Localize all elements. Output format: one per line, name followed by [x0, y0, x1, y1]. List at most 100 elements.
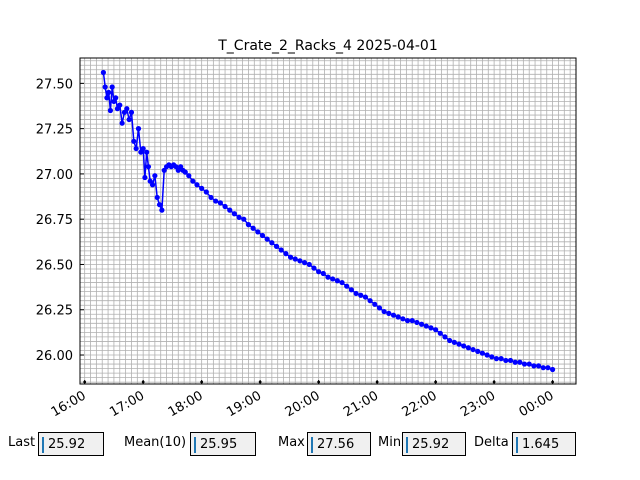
data-point [428, 325, 434, 331]
data-point [109, 84, 115, 90]
data-point [278, 247, 284, 253]
data-point [283, 251, 289, 257]
mean-value-field: 25.95 [190, 432, 256, 456]
data-point [128, 109, 135, 115]
data-point [376, 305, 383, 311]
data-point [302, 260, 308, 266]
data-point [133, 145, 139, 152]
x-tick-dot [434, 380, 438, 384]
data-point [320, 270, 326, 277]
y-tick-label: 27.25 [36, 123, 73, 138]
data-point [124, 106, 130, 112]
data-point [526, 361, 532, 367]
data-point [390, 312, 397, 318]
data-point [227, 207, 233, 213]
min-label: Min [378, 435, 402, 450]
data-point [358, 292, 364, 298]
y-tick-label: 26.00 [36, 349, 73, 364]
data-point [535, 363, 542, 369]
stats-bar: Last 25.92 Mean(10) 25.95 Max 27.56 Min … [0, 432, 640, 458]
y-tick-label: 26.75 [36, 213, 73, 228]
data-point [381, 308, 387, 315]
x-tick-label: 21:00 [341, 388, 381, 420]
data-point [208, 194, 214, 201]
data-point [409, 318, 415, 324]
data-point [367, 298, 373, 304]
x-tick-dot [551, 380, 555, 384]
data-point [531, 363, 537, 369]
x-tick-label: 16:00 [49, 388, 89, 420]
data-point [236, 214, 242, 220]
data-point [339, 279, 345, 286]
data-point [126, 116, 132, 123]
data-point [353, 290, 359, 297]
data-point [517, 359, 523, 365]
data-point [264, 236, 270, 242]
data-point [154, 194, 160, 201]
data-point [190, 178, 196, 184]
x-tick-dot [258, 380, 262, 384]
data-point [255, 229, 261, 235]
x-tick-label: 18:00 [166, 388, 206, 420]
data-point [344, 283, 350, 289]
data-point [418, 321, 425, 327]
data-point [493, 356, 500, 362]
x-tick-label: 20:00 [283, 388, 323, 420]
x-tick-label: 22:00 [400, 388, 440, 420]
data-point [507, 357, 514, 364]
data-point [100, 69, 106, 76]
plot-background [80, 58, 576, 384]
data-point [521, 361, 528, 367]
data-point [475, 348, 481, 354]
data-point [395, 314, 401, 320]
y-tick-label: 27.50 [36, 77, 73, 92]
data-point [503, 357, 509, 364]
data-point [447, 337, 453, 344]
plot-frame [79, 57, 577, 385]
data-point [152, 173, 158, 179]
max-label: Max [278, 435, 305, 450]
data-point [231, 211, 238, 217]
data-point [456, 341, 462, 347]
x-tick-dot [83, 380, 87, 384]
data-point [437, 330, 443, 336]
data-point [287, 254, 294, 260]
x-tick-dot [141, 380, 145, 384]
data-point [140, 145, 146, 152]
data-point [540, 365, 546, 371]
delta-label: Delta [474, 435, 509, 450]
data-point [203, 189, 209, 195]
x-tick-dot [492, 380, 496, 384]
data-point [545, 365, 551, 371]
data-point [273, 243, 280, 249]
data-point [400, 316, 406, 322]
min-value-field: 25.92 [402, 432, 466, 456]
delta-value-field: 1.645 [512, 432, 576, 456]
series-layer [100, 69, 556, 373]
data-point [119, 120, 125, 126]
y-tick-label: 27.00 [36, 168, 73, 183]
data-point [461, 343, 467, 349]
data-point [451, 339, 457, 345]
data-point [484, 352, 490, 358]
mean-label: Mean(10) [124, 435, 187, 450]
data-point [113, 95, 119, 101]
data-point [149, 182, 156, 188]
data-point [194, 182, 200, 188]
data-point [245, 222, 252, 228]
data-point [102, 84, 108, 90]
data-point [414, 319, 420, 326]
data-point [386, 310, 392, 316]
data-point [306, 261, 312, 268]
data-point [550, 366, 556, 373]
x-tick-dot [317, 380, 321, 384]
data-point [131, 138, 137, 144]
data-point [156, 202, 163, 208]
data-point [269, 240, 275, 246]
data-point [182, 169, 188, 175]
data-point [423, 323, 429, 329]
data-point [104, 95, 110, 101]
x-tick-label: 17:00 [107, 388, 147, 420]
data-point [199, 185, 205, 191]
